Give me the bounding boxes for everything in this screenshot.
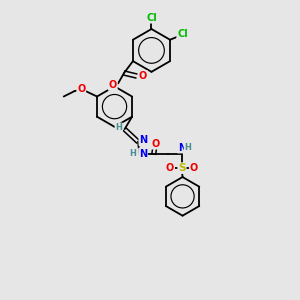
Text: Cl: Cl	[177, 29, 188, 39]
Text: H: H	[129, 149, 136, 158]
Text: N: N	[139, 148, 147, 159]
Text: O: O	[77, 84, 86, 94]
Text: O: O	[139, 71, 147, 81]
Text: O: O	[151, 139, 159, 149]
Text: H: H	[184, 143, 191, 152]
Text: H: H	[115, 123, 122, 132]
Text: S: S	[178, 163, 186, 173]
Text: O: O	[190, 163, 198, 173]
Text: Cl: Cl	[146, 13, 157, 23]
Text: N: N	[178, 142, 186, 153]
Text: O: O	[166, 163, 174, 173]
Text: N: N	[139, 135, 147, 145]
Text: O: O	[109, 80, 117, 90]
